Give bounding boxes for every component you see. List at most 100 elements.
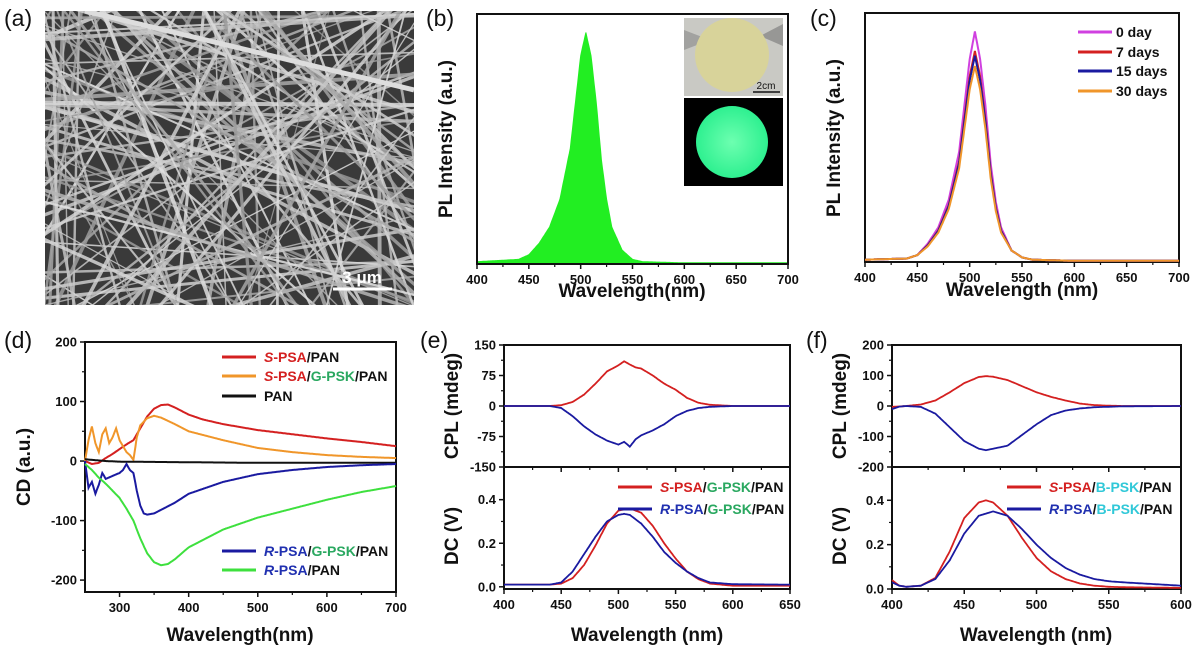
x-tick-label: 600 bbox=[673, 272, 695, 287]
fiber bbox=[45, 77, 135, 305]
x-axis-label: Wavelength(nm) bbox=[166, 625, 313, 646]
series-line-4 bbox=[84, 463, 397, 567]
y-axis-label: CD (a.u.) bbox=[14, 428, 35, 506]
y-tick-label: 100 bbox=[862, 368, 884, 383]
fiber bbox=[45, 68, 414, 204]
fiber bbox=[45, 11, 107, 92]
fiber bbox=[215, 11, 414, 189]
x-tick-label: 400 bbox=[854, 270, 876, 285]
scale-bar-label: 3 μm bbox=[342, 268, 382, 287]
legend-label-part: PAN bbox=[264, 388, 293, 404]
legend-label-part: /PAN bbox=[356, 543, 388, 559]
fiber bbox=[45, 123, 414, 159]
x-tick-label: 500 bbox=[570, 272, 592, 287]
fiber bbox=[84, 11, 414, 93]
fiber bbox=[386, 11, 414, 167]
cpl-line-1 bbox=[504, 405, 790, 449]
fiber bbox=[45, 58, 414, 159]
nanofiber-texture bbox=[45, 11, 414, 305]
legend-label: 15 days bbox=[1116, 63, 1168, 79]
fiber bbox=[224, 11, 414, 153]
fiber bbox=[316, 11, 414, 267]
x-tick-label: 450 bbox=[953, 597, 975, 612]
legend-label: R-PSA/G-PSK/PAN bbox=[264, 543, 388, 559]
y-tick-label: -100 bbox=[51, 513, 77, 528]
x-tick-label: 700 bbox=[777, 272, 799, 287]
fiber bbox=[45, 13, 414, 35]
y-tick-label: 0 bbox=[489, 399, 496, 414]
fiber bbox=[45, 152, 413, 305]
y-tick-label: 0.4 bbox=[866, 493, 885, 508]
legend-label: 7 days bbox=[1116, 44, 1160, 60]
fiber bbox=[45, 188, 407, 305]
fiber bbox=[91, 11, 414, 287]
panel-label-e: (e) bbox=[420, 327, 448, 353]
legend-label-part: R bbox=[1049, 501, 1060, 517]
x-tick-label: 600 bbox=[722, 597, 744, 612]
legend-label-part: G-PSK bbox=[707, 479, 751, 495]
fiber bbox=[204, 11, 364, 305]
legend-label-part: /PAN bbox=[1139, 479, 1171, 495]
fiber bbox=[45, 11, 405, 148]
legend-label-part: / bbox=[1092, 479, 1096, 495]
y-tick-label: 100 bbox=[55, 394, 77, 409]
legend-label-part: -PSA bbox=[274, 543, 307, 559]
legend-label-part: R bbox=[264, 543, 275, 559]
fiber bbox=[352, 11, 414, 42]
y-axis-label: CPL (mdeg) bbox=[830, 353, 851, 459]
fiber bbox=[201, 11, 414, 222]
dc-line-1 bbox=[891, 510, 1182, 588]
legend-label-part: R bbox=[660, 501, 671, 517]
legend-label-part: -PSA bbox=[1059, 501, 1092, 517]
plot-frame bbox=[476, 13, 789, 265]
fiber bbox=[202, 11, 352, 305]
legend-label-part: -PSA bbox=[1058, 479, 1091, 495]
film-disc-uv-glow bbox=[696, 106, 768, 178]
fiber bbox=[56, 11, 177, 305]
x-tick-label: 550 bbox=[1011, 270, 1033, 285]
x-axis-label: Wavelength (nm) bbox=[960, 625, 1112, 646]
x-tick-label: 500 bbox=[959, 270, 981, 285]
chart-d: 300 400 500 600 700-200-1000100200S-PSA/PANS… bbox=[14, 335, 407, 647]
x-axis-label: Wavelength (nm) bbox=[571, 625, 723, 646]
fiber bbox=[239, 11, 346, 305]
legend-label: S-PSA/B-PSK/PAN bbox=[1049, 479, 1172, 495]
fiber bbox=[231, 11, 403, 305]
inset-scale-label: 2cm bbox=[757, 81, 776, 92]
sem-image: 3 μm bbox=[45, 11, 414, 305]
fiber bbox=[246, 11, 330, 305]
fiber bbox=[45, 90, 414, 166]
x-tick-label: 500 bbox=[247, 600, 269, 615]
cpl-line-0 bbox=[891, 375, 1181, 408]
y-tick-label: 200 bbox=[862, 338, 884, 353]
fiber bbox=[91, 48, 414, 305]
x-tick-label: 300 bbox=[109, 600, 131, 615]
fiber bbox=[98, 11, 414, 169]
y-tick-label: -150 bbox=[470, 460, 496, 475]
y-axis-label: PL Intensity (a.u.) bbox=[824, 59, 845, 217]
y-axis-label: PL Intensity (a.u.) bbox=[436, 60, 457, 218]
fiber bbox=[269, 116, 414, 305]
x-tick-label: 550 bbox=[1098, 597, 1120, 612]
legend-label: 30 days bbox=[1116, 83, 1168, 99]
y-tick-label: 0.2 bbox=[866, 537, 884, 552]
fiber bbox=[45, 11, 233, 187]
fiber bbox=[45, 237, 195, 305]
legend-label-part: /PAN bbox=[355, 368, 387, 384]
fiber bbox=[105, 155, 414, 305]
fiber bbox=[125, 11, 393, 305]
fiber bbox=[255, 11, 331, 305]
chart-b: 400 450 500 550 600 650 700 Wavelength(nm) PL In… bbox=[436, 13, 799, 302]
fiber bbox=[45, 11, 374, 132]
legend-label-part: G-PSK bbox=[311, 368, 355, 384]
x-tick-label: 500 bbox=[1026, 597, 1048, 612]
fiber bbox=[45, 215, 414, 305]
fiber bbox=[45, 27, 414, 243]
x-tick-label: 650 bbox=[1116, 270, 1138, 285]
fiber bbox=[45, 176, 414, 303]
y-tick-label: -200 bbox=[51, 573, 77, 588]
y-tick-label: 0 bbox=[70, 454, 77, 469]
legend-label: S-PSA/G-PSK/PAN bbox=[660, 479, 783, 495]
legend-label-part: G-PSK bbox=[707, 501, 751, 517]
fiber bbox=[51, 11, 60, 305]
